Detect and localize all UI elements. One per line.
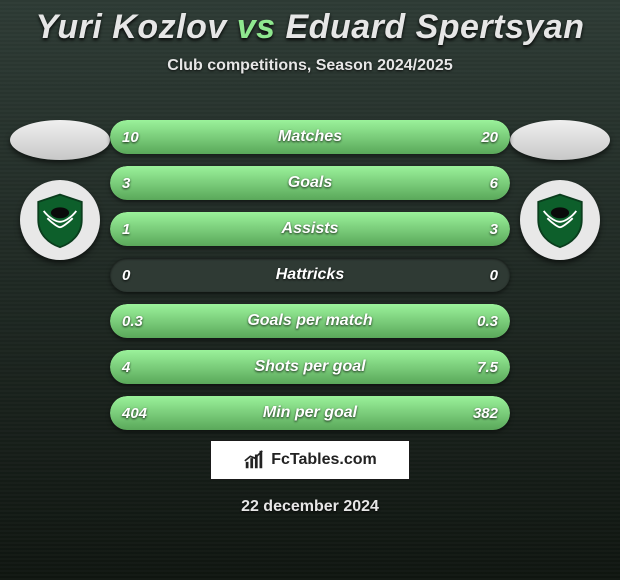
stat-value-right: 0 <box>490 258 498 292</box>
club-shield-icon <box>531 191 589 249</box>
date: 22 december 2024 <box>0 498 620 516</box>
stat-value-left: 0.3 <box>122 304 143 338</box>
stat-value-right: 0.3 <box>477 304 498 338</box>
stat-row: Matches1020 <box>110 120 510 154</box>
branding-box: FcTables.com <box>210 440 410 480</box>
stat-value-left: 0 <box>122 258 130 292</box>
player2-club-badge <box>520 180 600 260</box>
title: Yuri Kozlov vs Eduard Spertsyan <box>0 0 620 47</box>
stat-row: Goals per match0.30.3 <box>110 304 510 338</box>
stat-value-right: 20 <box>481 120 498 154</box>
player1-name: Yuri Kozlov <box>36 8 227 46</box>
player2-avatar-placeholder <box>510 120 610 160</box>
stat-value-left: 4 <box>122 350 130 384</box>
stat-row: Shots per goal47.5 <box>110 350 510 384</box>
subtitle: Club competitions, Season 2024/2025 <box>0 57 620 75</box>
bar-fill-right <box>243 166 510 200</box>
stat-row: Assists13 <box>110 212 510 246</box>
stat-value-left: 404 <box>122 396 147 430</box>
stat-row: Goals36 <box>110 166 510 200</box>
bar-fill-left <box>110 350 249 384</box>
stat-row: Hattricks0 0 <box>110 258 510 292</box>
stat-value-left: 3 <box>122 166 130 200</box>
stat-row: Min per goal404382 <box>110 396 510 430</box>
bar-fill-right <box>243 120 510 154</box>
fctables-icon <box>243 449 265 471</box>
comparison-card: Yuri Kozlov vs Eduard Spertsyan Club com… <box>0 0 620 580</box>
stat-value-left: 10 <box>122 120 139 154</box>
stat-label: Hattricks <box>110 258 510 292</box>
player1-avatar-placeholder <box>10 120 110 160</box>
player1-club-badge <box>20 180 100 260</box>
vs-text: vs <box>237 8 276 46</box>
stat-value-right: 382 <box>473 396 498 430</box>
bar-fill-right <box>210 212 510 246</box>
stat-bars: Matches1020Goals36Assists13Hattricks00Go… <box>110 120 510 442</box>
stat-value-left: 1 <box>122 212 130 246</box>
stat-value-right: 3 <box>490 212 498 246</box>
branding-text: FcTables.com <box>271 451 377 469</box>
club-shield-icon <box>31 191 89 249</box>
stat-value-right: 6 <box>490 166 498 200</box>
stat-value-right: 7.5 <box>477 350 498 384</box>
player2-name: Eduard Spertsyan <box>286 8 585 46</box>
bar-fill-right <box>249 350 510 384</box>
